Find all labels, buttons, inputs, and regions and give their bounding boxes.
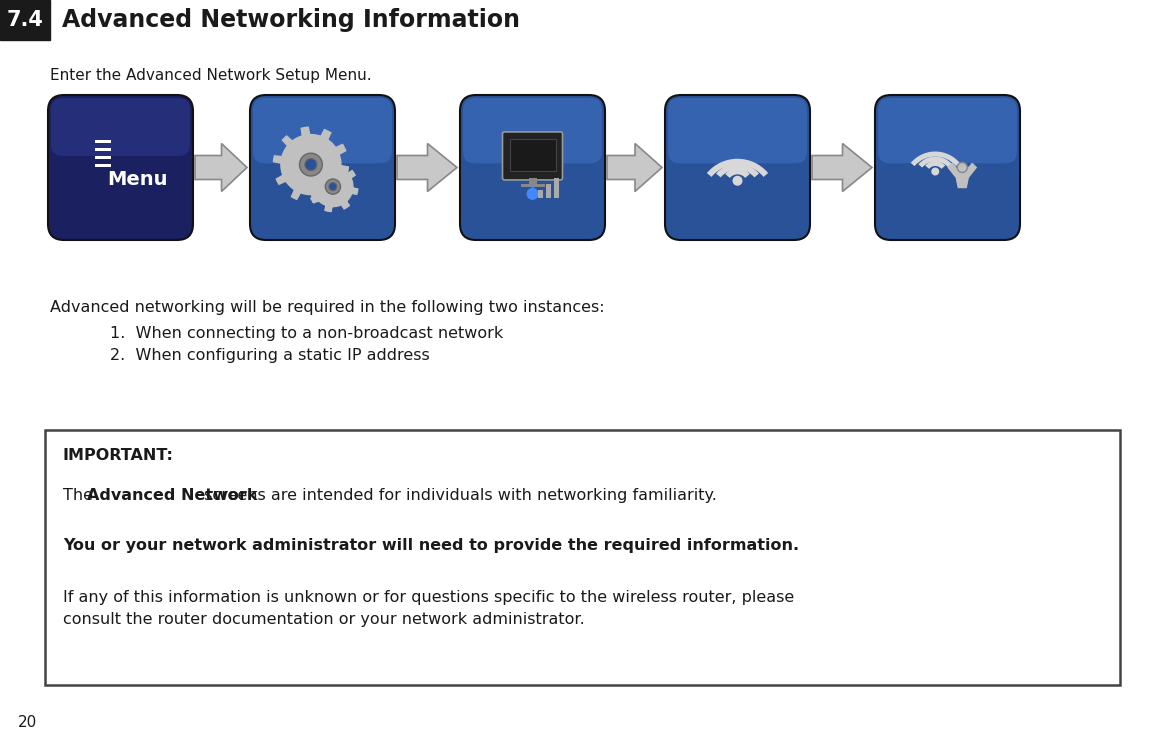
- FancyBboxPatch shape: [502, 132, 563, 180]
- Bar: [509, 139, 556, 171]
- Bar: [528, 178, 536, 186]
- Wedge shape: [919, 157, 952, 168]
- Text: screens are intended for individuals with networking familiarity.: screens are intended for individuals wit…: [199, 488, 716, 503]
- Bar: [537, 190, 542, 198]
- FancyBboxPatch shape: [461, 95, 605, 240]
- Text: IMPORTANT:: IMPORTANT:: [63, 448, 174, 463]
- Polygon shape: [308, 162, 358, 212]
- Wedge shape: [911, 152, 959, 166]
- Circle shape: [527, 188, 538, 200]
- Text: Enter the Advanced Network Setup Menu.: Enter the Advanced Network Setup Menu.: [50, 68, 372, 83]
- Wedge shape: [926, 161, 946, 169]
- Bar: [95, 164, 112, 167]
- FancyBboxPatch shape: [250, 95, 395, 240]
- Polygon shape: [948, 163, 976, 188]
- Text: 1.  When connecting to a non-broadcast network: 1. When connecting to a non-broadcast ne…: [110, 326, 504, 341]
- Circle shape: [326, 179, 341, 194]
- Text: 2.  When configuring a static IP address: 2. When configuring a static IP address: [110, 348, 430, 363]
- Circle shape: [305, 158, 316, 171]
- Text: Menu: Menu: [108, 169, 169, 188]
- FancyBboxPatch shape: [51, 98, 190, 156]
- FancyBboxPatch shape: [665, 95, 809, 240]
- FancyBboxPatch shape: [0, 0, 50, 40]
- Bar: [95, 156, 112, 159]
- Polygon shape: [195, 144, 247, 191]
- FancyBboxPatch shape: [668, 98, 807, 163]
- Circle shape: [957, 163, 968, 172]
- Circle shape: [329, 183, 337, 191]
- Bar: [95, 148, 112, 151]
- Text: If any of this information is unknown or for questions specific to the wireless : If any of this information is unknown or…: [63, 590, 794, 605]
- Polygon shape: [607, 144, 662, 191]
- Bar: [554, 178, 558, 198]
- Polygon shape: [397, 144, 457, 191]
- Circle shape: [733, 176, 742, 185]
- Text: 7.4: 7.4: [7, 10, 43, 30]
- FancyBboxPatch shape: [45, 430, 1120, 685]
- FancyBboxPatch shape: [463, 98, 602, 163]
- FancyBboxPatch shape: [254, 98, 392, 163]
- FancyBboxPatch shape: [48, 95, 193, 240]
- Bar: [95, 140, 112, 143]
- Polygon shape: [273, 128, 349, 202]
- Polygon shape: [812, 144, 872, 191]
- Text: Advanced networking will be required in the following two instances:: Advanced networking will be required in …: [50, 300, 605, 315]
- Text: Advanced Networking Information: Advanced Networking Information: [62, 8, 520, 32]
- Wedge shape: [726, 169, 750, 178]
- Circle shape: [932, 168, 940, 175]
- Bar: [545, 184, 550, 198]
- FancyBboxPatch shape: [878, 98, 1016, 163]
- Circle shape: [300, 153, 322, 176]
- Text: Advanced Network: Advanced Network: [87, 488, 257, 503]
- Bar: [531, 186, 534, 194]
- FancyBboxPatch shape: [875, 95, 1020, 240]
- Text: The: The: [63, 488, 98, 503]
- Bar: [521, 184, 544, 187]
- Text: You or your network administrator will need to provide the required information.: You or your network administrator will n…: [63, 538, 799, 553]
- Wedge shape: [716, 163, 759, 177]
- Text: consult the router documentation or your network administrator.: consult the router documentation or your…: [63, 612, 585, 627]
- Text: 20: 20: [17, 715, 37, 730]
- Wedge shape: [707, 159, 768, 177]
